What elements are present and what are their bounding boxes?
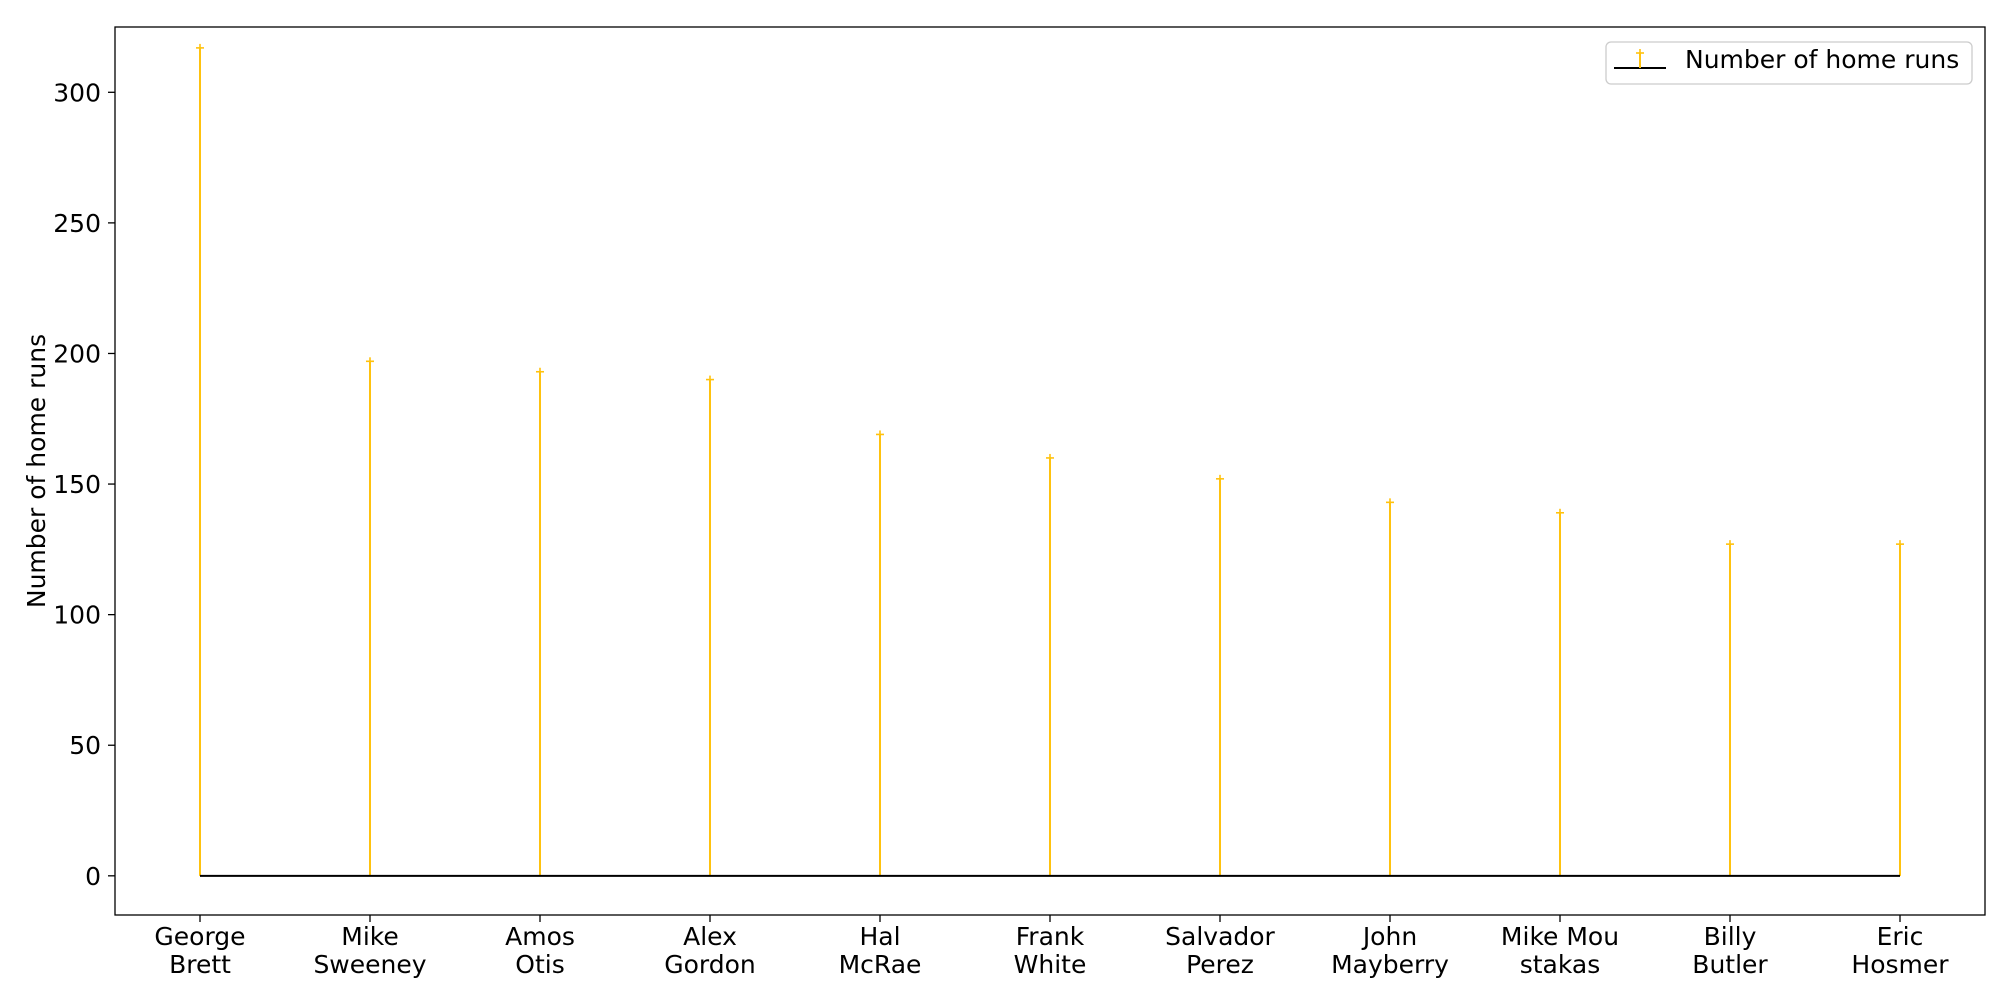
x-axis: George Brett Mike Sweeney Amos Otis Alex Gordon… <box>154 915 1949 979</box>
x-tick-label: Amos Otis <box>505 922 575 979</box>
x-tick-label: Frank White <box>1014 922 1087 979</box>
x-tick-label: Mike Sweeney <box>313 922 426 979</box>
stem-marker <box>1726 540 1734 549</box>
stem-marker <box>876 430 884 439</box>
y-tick-label: 50 <box>69 731 101 760</box>
x-tick-label: Billy Butler <box>1692 922 1768 979</box>
x-tick-label: Mike Mou stakas <box>1501 922 1619 979</box>
stem-marker <box>706 375 714 384</box>
legend-label: Number of home runs <box>1685 45 1959 74</box>
x-tick-label: Salvador Perez <box>1165 922 1275 979</box>
stem-marker <box>1216 474 1224 483</box>
x-tick-label: Hal McRae <box>839 922 922 979</box>
x-tick-label: Eric Hosmer <box>1851 922 1949 979</box>
y-axis-label: Number of home runs <box>22 334 51 608</box>
stems <box>196 43 1904 877</box>
stem-marker <box>1386 498 1394 507</box>
y-axis: 0 50 100 150 200 250 300 <box>53 78 115 891</box>
stem-marker <box>1896 540 1904 549</box>
y-tick-label: 250 <box>53 209 101 238</box>
y-tick-label: 200 <box>53 339 101 368</box>
y-tick-label: 0 <box>85 862 101 891</box>
legend: Number of home runs <box>1605 41 1973 85</box>
y-tick-label: 300 <box>53 78 101 107</box>
x-tick-label: Alex Gordon <box>664 922 756 979</box>
y-tick-label: 100 <box>53 601 101 630</box>
stem-marker <box>366 357 374 366</box>
x-tick-label: John Mayberry <box>1331 922 1449 979</box>
stem-marker <box>196 43 204 52</box>
y-tick-label: 150 <box>53 470 101 499</box>
legend-marker <box>1636 49 1644 57</box>
x-tick-label: George Brett <box>154 922 245 979</box>
legend-box <box>1605 41 1973 85</box>
stem-marker <box>1556 508 1564 517</box>
stem-marker <box>1046 453 1054 462</box>
stem-marker <box>536 367 544 376</box>
legend-marker-plus <box>1636 49 1644 57</box>
